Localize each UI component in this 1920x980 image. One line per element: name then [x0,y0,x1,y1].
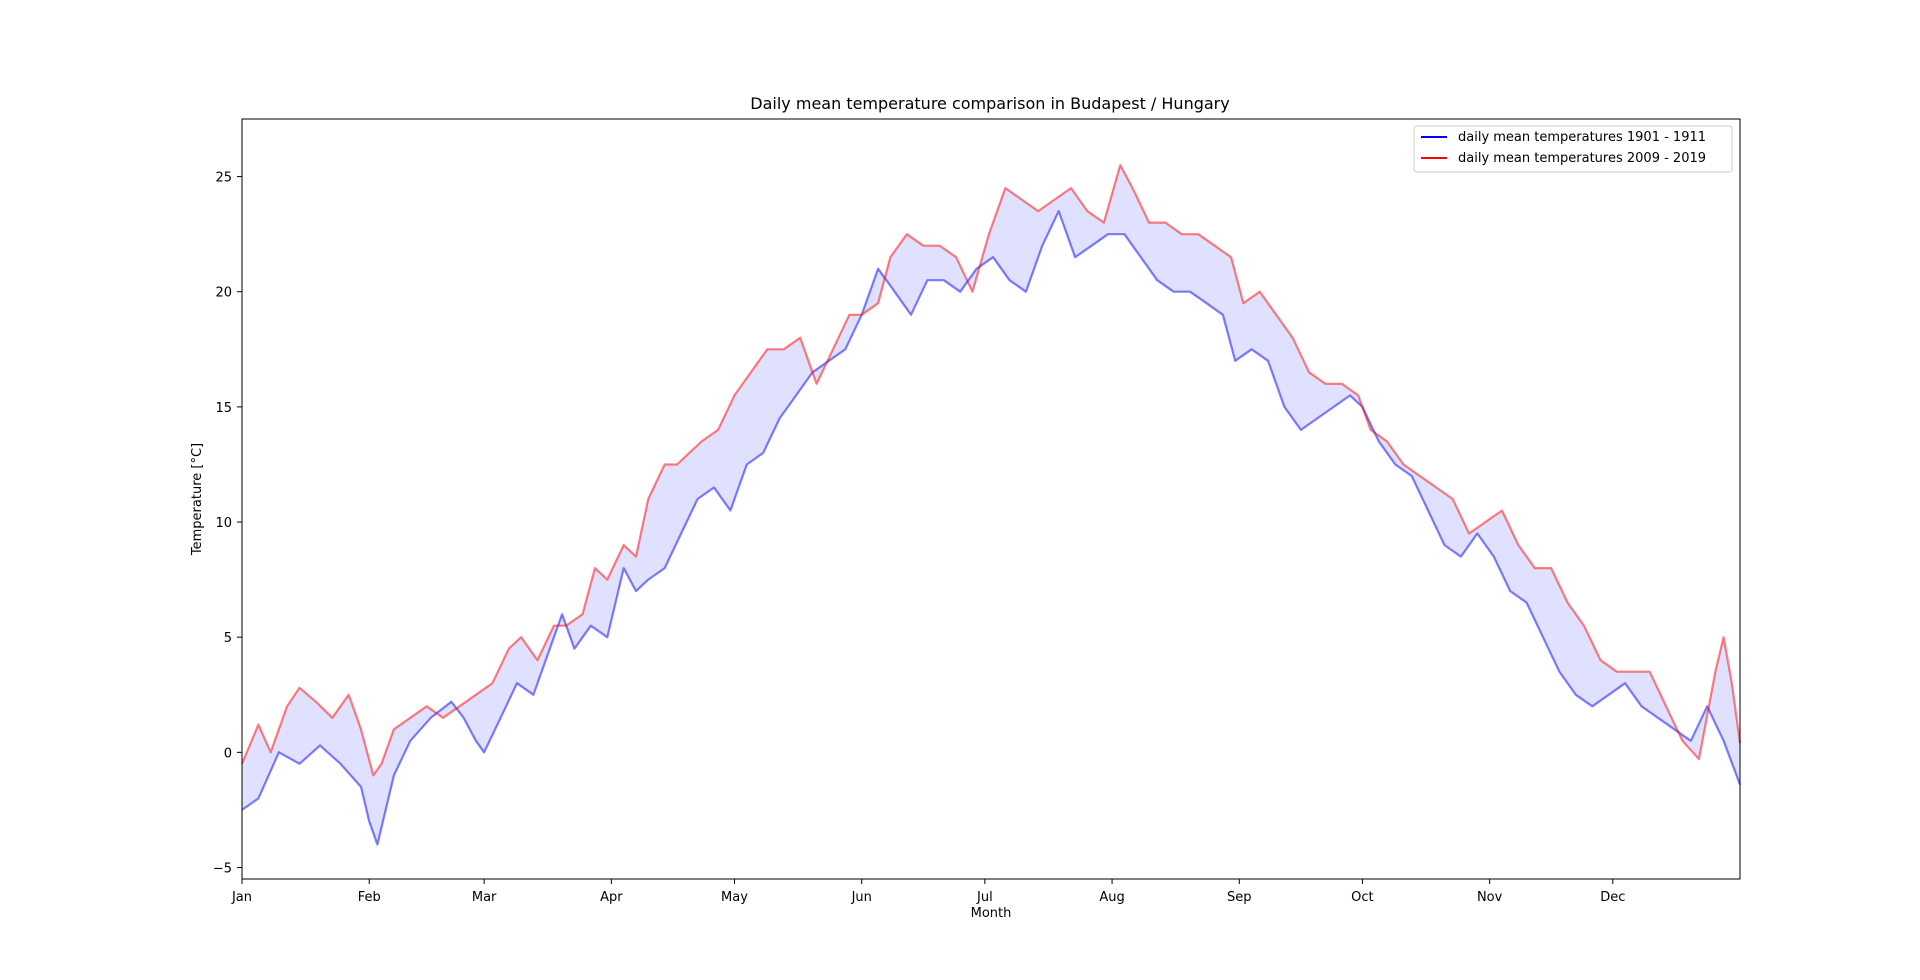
x-tick-label: Apr [600,890,623,905]
y-tick-label: 20 [215,286,232,301]
chart-title: Daily mean temperature comparison in Bud… [750,94,1229,113]
x-tick-label: Aug [1099,890,1124,905]
series-line-0 [241,210,1742,846]
difference-fill-band [242,165,1740,845]
y-axis-label: Temperature [°C] [190,443,205,556]
x-tick-label: Jul [976,890,993,905]
y-tick-label: 0 [224,746,232,761]
x-axis-label: Month [971,906,1012,921]
x-tick-label: Feb [358,890,381,905]
legend: daily mean temperatures 1901 - 1911 dail… [1413,125,1733,173]
x-tick-label: Nov [1477,890,1503,905]
legend-box [1413,125,1733,173]
y-tick-label: 25 [215,171,232,186]
plot-frame [241,118,1741,880]
y-tick-label: 5 [224,631,232,646]
x-tick-label: Mar [472,890,497,905]
x-tick-label: Jan [231,890,252,905]
x-tick-label: Jun [851,890,872,905]
legend-label-1901-1911: daily mean temperatures 1901 - 1911 [1458,130,1706,145]
x-tick-label: Oct [1351,890,1373,905]
y-axis: −5 0 5 10 15 20 25 [213,171,242,876]
series-line-1 [240,164,1742,777]
x-axis: Jan Feb Mar Apr May Jun Jul Aug Sep Oct Nov Dec [231,879,1625,905]
y-tick-label: 10 [215,516,232,531]
x-tick-label: Sep [1227,890,1252,905]
legend-label-2009-2019: daily mean temperatures 2009 - 2019 [1458,151,1706,166]
y-tick-label: 15 [215,401,232,416]
x-tick-label: May [721,890,748,905]
x-tick-label: Dec [1600,890,1625,905]
plot-area [240,164,1742,846]
y-tick-label: −5 [213,861,232,876]
